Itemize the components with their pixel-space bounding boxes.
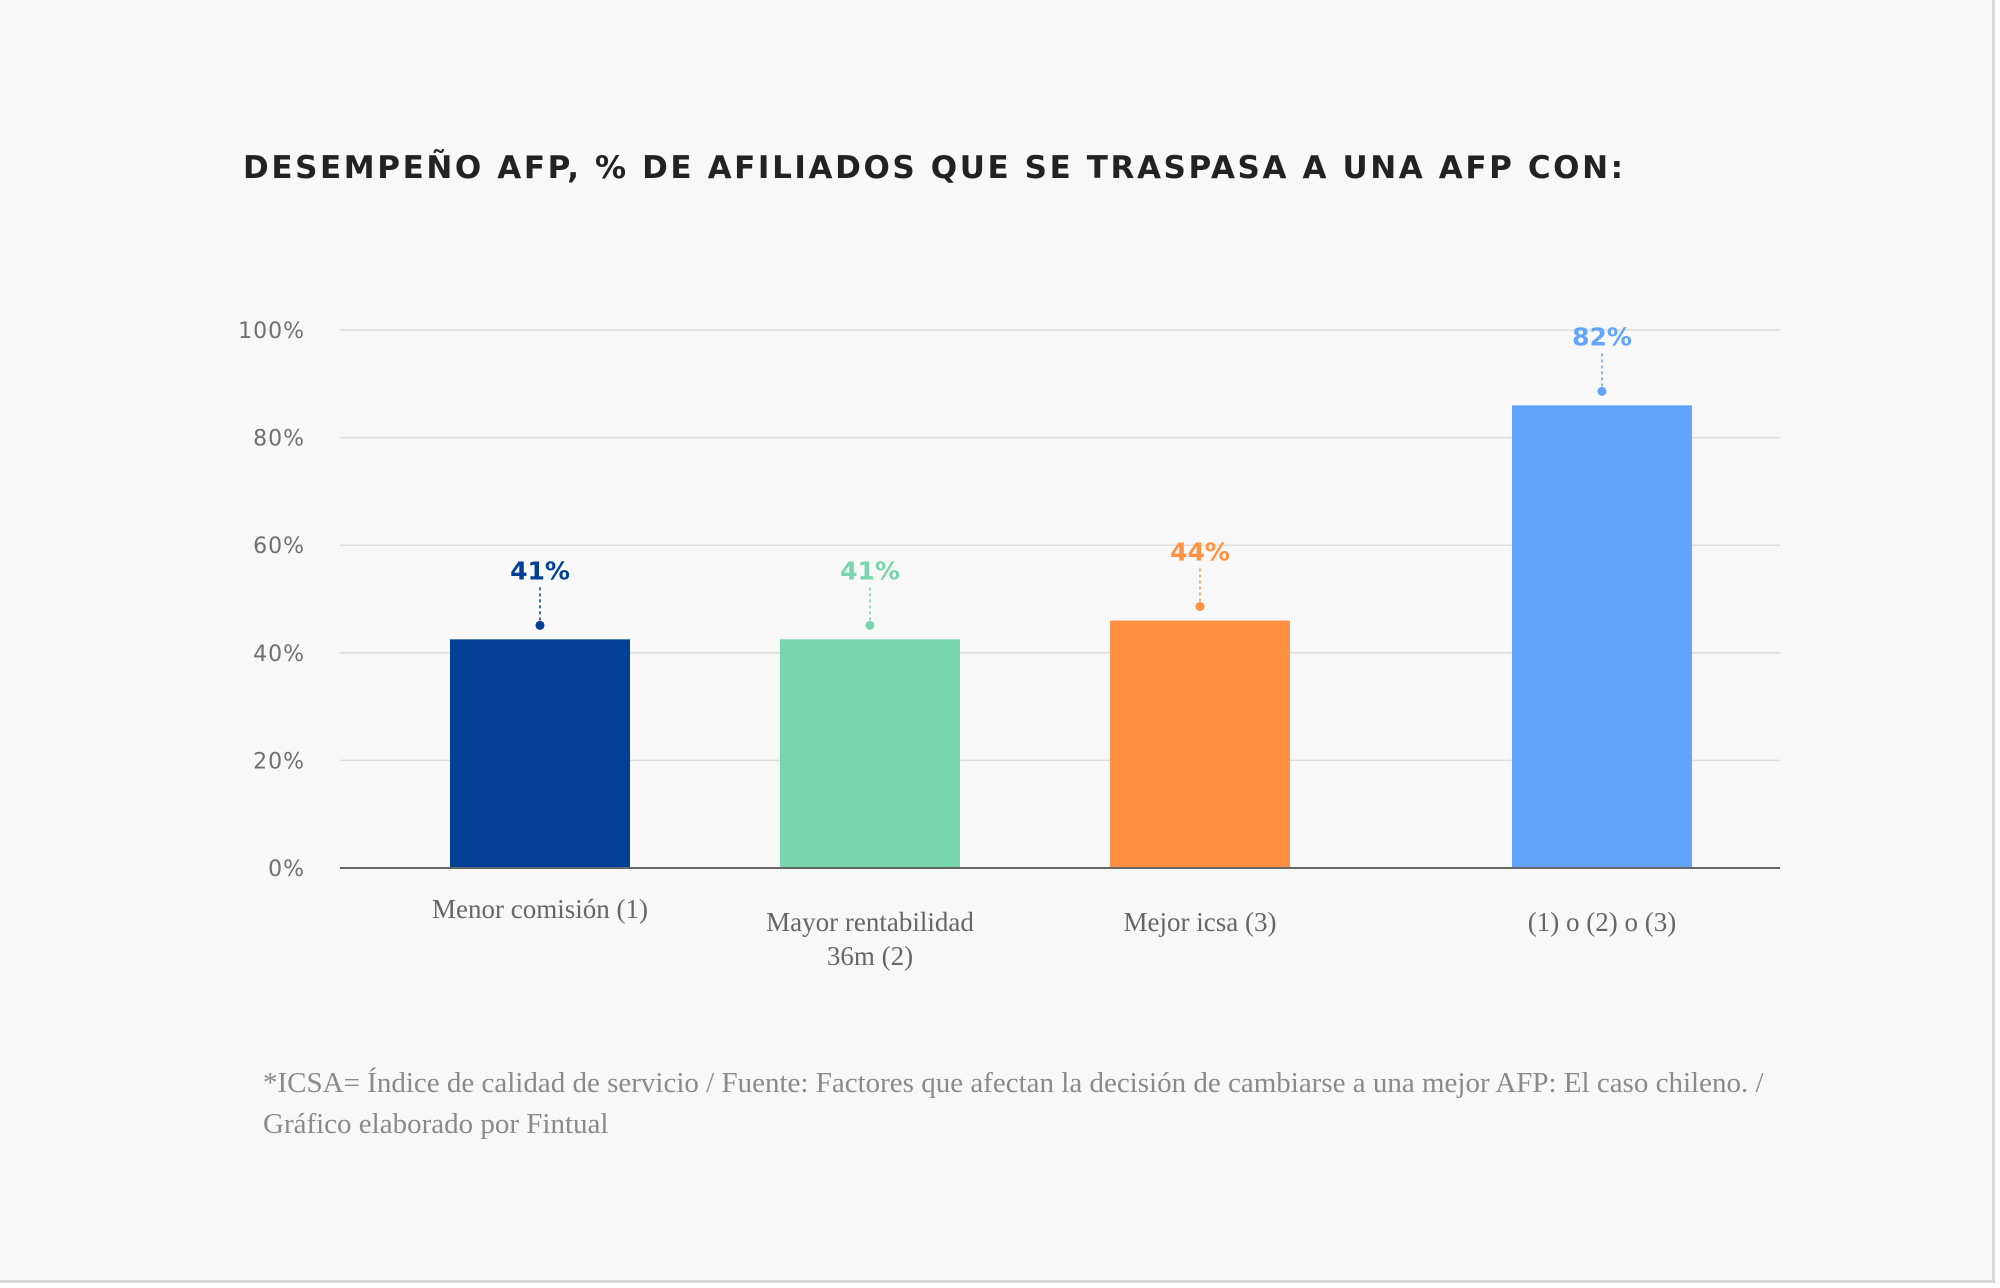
y-tick-label: 80% [253,427,305,452]
bar [1512,405,1692,868]
label-pointer-dot [865,620,875,630]
y-tick-label: 0% [268,857,305,882]
chart-title: DESEMPEÑO AFP, % DE AFILIADOS QUE SE TRA… [243,150,1626,186]
label-pointer-dot [535,620,545,630]
data-label: 41% [840,556,900,585]
bar [1110,620,1290,868]
category-label: Mayor rentabilidad [766,907,974,937]
data-label: 82% [1572,322,1632,351]
bar [780,639,960,868]
label-pointer-dot [1195,602,1205,612]
footnote: *ICSA= Índice de calidad de servicio / F… [263,1067,1764,1140]
y-tick-label: 60% [253,534,305,559]
y-tick-label: 100% [238,319,305,344]
data-label: 44% [1170,538,1230,567]
y-tick-label: 20% [253,749,305,774]
y-tick-label: 40% [253,642,305,667]
data-label: 41% [510,556,570,585]
label-pointer-dot [1597,386,1607,396]
category-label: Mejor icsa (3) [1124,907,1277,937]
category-label: Menor comisión (1) [432,894,648,924]
category-label: (1) o (2) o (3) [1528,907,1676,937]
category-label: 36m (2) [827,941,913,971]
bar [450,639,630,868]
